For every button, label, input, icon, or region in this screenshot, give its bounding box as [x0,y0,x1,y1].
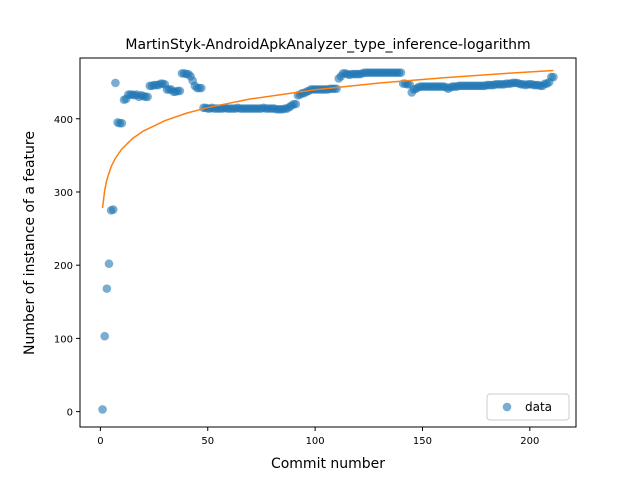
x-tick-label: 200 [520,436,539,447]
data-point [102,284,112,293]
data-point [549,72,558,82]
data-point [100,331,109,341]
x-axis-label: Commit number [271,456,385,472]
x-tick-label: 150 [413,436,432,447]
y-tick-label: 0 [67,408,73,419]
plot-frame [79,57,577,428]
y-axis-label: Number of instance of a feature [22,131,38,355]
data-point [291,99,301,109]
fit-line [101,69,554,209]
data-point [108,205,118,214]
y-tick-label: 200 [54,261,73,272]
x-tick-label: 100 [306,436,325,447]
x-tick-label: 0 [97,436,103,447]
x-tick-label: 50 [201,436,214,447]
data-point [111,78,120,88]
legend-box [486,393,570,421]
data-point [143,92,152,102]
y-tick-label: 300 [54,188,73,199]
y-tick-label: 400 [54,115,73,126]
data-point [175,86,185,96]
data-point [98,405,107,414]
data-point [104,259,114,269]
chart-title: MartinStyk-AndroidApkAnalyzer_type_infer… [125,37,530,53]
data-point [117,118,127,128]
data-point [332,84,341,94]
legend-label: data [525,400,552,414]
y-tick-label: 100 [54,334,73,345]
data-point [197,83,206,93]
legend-marker [502,402,512,412]
data-point [396,68,406,77]
